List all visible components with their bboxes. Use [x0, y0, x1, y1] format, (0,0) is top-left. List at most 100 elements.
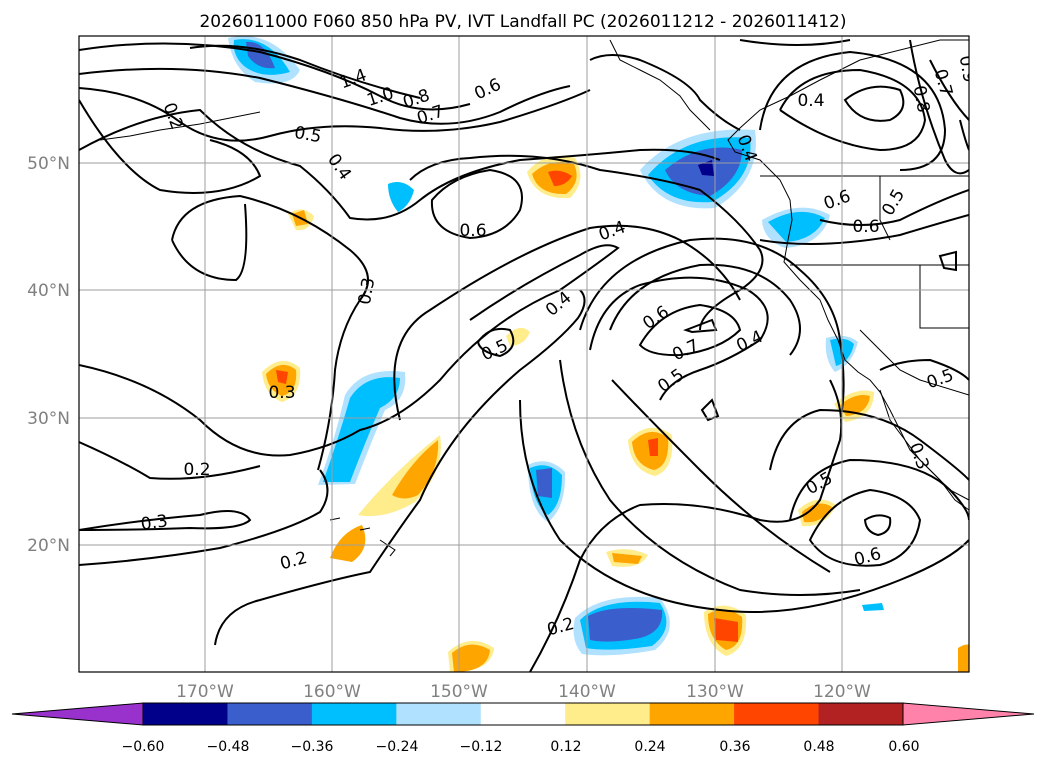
colorbar: −0.60 −0.48 −0.36 −0.24 −0.12 0.12 0.24 … — [11, 702, 1035, 755]
contour-line — [189, 44, 421, 99]
contour-label: 0.2 — [183, 460, 210, 480]
colorbar-tick-label: −0.12 — [460, 739, 503, 755]
positive-blob — [612, 553, 642, 564]
negative-blob — [388, 182, 414, 212]
contour-line — [214, 289, 586, 646]
contour-line — [808, 488, 922, 567]
colorbar-segment — [734, 703, 820, 725]
y-axis-labels: 50°N 40°N 30°N 20°N — [27, 154, 70, 556]
x-tick-label: 120°W — [813, 682, 871, 702]
north-america-coast — [727, 39, 969, 501]
x-tick-label: 160°W — [303, 682, 361, 702]
colorbar-max-extension — [903, 703, 1034, 725]
contour-label: 0.6 — [852, 217, 879, 237]
colorbar-frame — [142, 702, 904, 726]
positive-blob — [958, 644, 969, 672]
contour-label: 0.3 — [355, 276, 379, 306]
contour-line — [638, 303, 742, 357]
contour-line — [779, 68, 927, 152]
colorbar-tick-label: −0.24 — [376, 739, 419, 755]
contour-line — [938, 250, 957, 272]
contour-line — [929, 59, 969, 121]
colorbar-min-extension — [12, 703, 143, 725]
colorbar-tick-label: 0.24 — [634, 739, 665, 755]
aleutian-islands — [99, 111, 261, 141]
contour-line — [819, 189, 969, 226]
contour-line — [789, 458, 969, 521]
contour-label: 0.9 — [955, 54, 979, 84]
colorbar-tick-label: −0.36 — [291, 739, 334, 755]
contour-line — [909, 39, 969, 175]
contour-line — [79, 99, 262, 194]
pv-contours — [79, 39, 969, 672]
contour-line — [759, 214, 969, 245]
contour-label: 0.6 — [459, 221, 486, 241]
x-tick-label: 130°W — [686, 682, 744, 702]
contour-line — [79, 42, 471, 111]
state-border — [879, 176, 891, 241]
contour-line — [519, 399, 969, 613]
graticule — [79, 36, 969, 672]
colorbar-segment — [311, 703, 397, 725]
y-tick-label: 40°N — [27, 281, 70, 301]
contour-line — [683, 318, 718, 334]
contour-line — [79, 510, 252, 531]
contour-line — [879, 358, 969, 381]
contour-line — [171, 194, 369, 471]
contour-line — [79, 441, 261, 480]
colorbar-segment — [649, 703, 735, 725]
colorbar-segments — [12, 703, 1034, 725]
contour-label: 0.8 — [909, 84, 933, 114]
colorbar-segment — [818, 703, 904, 725]
positive-blob — [648, 438, 658, 456]
contour-line — [759, 50, 947, 171]
positive-blob — [714, 618, 738, 642]
contour-line — [409, 154, 764, 331]
y-tick-label: 30°N — [27, 409, 70, 429]
positive-blob — [358, 435, 441, 517]
chart-title: 2026011000 F060 850 hPa PV, IVT Landfall… — [199, 12, 846, 32]
contour-line — [843, 85, 905, 122]
alaska-islands — [609, 39, 711, 131]
negative-blob — [862, 603, 884, 611]
colorbar-segment — [480, 703, 566, 725]
contour-line — [611, 379, 831, 573]
state-border — [859, 329, 969, 396]
map-area: 1.4 1.0 0.8 0.7 0.6 0.5 0.4 0.2 0.4 0.6 … — [79, 36, 979, 672]
contour-label: 0.4 — [797, 91, 824, 111]
contour-line — [529, 379, 843, 672]
y-tick-label: 50°N — [27, 154, 70, 174]
y-tick-label: 20°N — [27, 536, 70, 556]
map-frame — [78, 35, 970, 673]
colorbar-ticks: −0.60 −0.48 −0.36 −0.24 −0.12 0.12 0.24 … — [122, 739, 920, 755]
contour-line — [476, 327, 515, 358]
negative-blob — [588, 608, 663, 642]
colorbar-tick-label: 0.48 — [803, 739, 834, 755]
contour-line — [171, 203, 248, 282]
contour-line — [609, 263, 801, 356]
x-tick-label: 170°W — [176, 682, 234, 702]
state-border — [919, 265, 969, 329]
negative-blob — [536, 468, 552, 498]
positive-blob — [452, 644, 490, 672]
x-tick-label: 150°W — [430, 682, 488, 702]
colorbar-tick-label: 0.60 — [888, 739, 919, 755]
colorbar-segment — [227, 703, 313, 725]
colorbar-tick-label: −0.60 — [122, 739, 165, 755]
contour-label: 0.3 — [268, 383, 295, 403]
contour-line — [79, 67, 571, 125]
colorbar-tick-label: 0.36 — [719, 739, 750, 755]
positive-blob — [392, 440, 439, 499]
contour-line — [79, 469, 329, 566]
colorbar-tick-label: 0.12 — [550, 739, 581, 755]
contour-line — [589, 54, 741, 131]
contour-label: 0.3 — [140, 511, 170, 535]
colorbar-segment — [396, 703, 482, 725]
contour-line — [393, 224, 741, 421]
contour-label: 0.5 — [293, 123, 323, 147]
contour-line — [959, 119, 969, 151]
negative-blob — [698, 160, 714, 176]
colorbar-segment — [565, 703, 651, 725]
colorbar-segment — [143, 703, 228, 725]
